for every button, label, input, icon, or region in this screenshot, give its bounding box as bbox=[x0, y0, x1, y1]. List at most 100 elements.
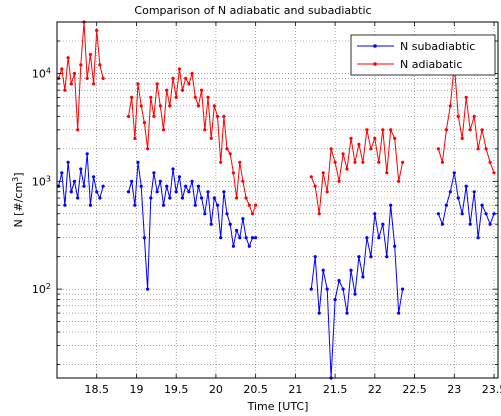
plot-area: 18.5 19 19.5 20 20.5 21 21.5 22 22.5 23 23.5 102 103… bbox=[32, 20, 501, 396]
data-point bbox=[165, 184, 169, 188]
data-point bbox=[200, 88, 204, 92]
data-point bbox=[337, 179, 341, 183]
data-point bbox=[357, 142, 361, 146]
data-point bbox=[180, 196, 185, 200]
data-point bbox=[385, 255, 389, 259]
data-point bbox=[76, 128, 80, 132]
data-point bbox=[476, 147, 480, 151]
data-point bbox=[472, 114, 476, 118]
data-point bbox=[448, 190, 452, 194]
data-point bbox=[349, 136, 353, 140]
data-point bbox=[389, 203, 393, 207]
data-point bbox=[92, 175, 96, 179]
data-point bbox=[377, 160, 381, 164]
data-point bbox=[361, 160, 365, 164]
data-point bbox=[250, 212, 255, 216]
data-point bbox=[317, 311, 321, 315]
data-point bbox=[79, 167, 83, 171]
data-point bbox=[155, 82, 159, 86]
data-point bbox=[168, 196, 172, 200]
data-point bbox=[385, 171, 389, 175]
data-point bbox=[468, 128, 472, 132]
data-point bbox=[361, 275, 365, 279]
data-point bbox=[488, 160, 492, 164]
y-axis-label-sup: 3 bbox=[11, 177, 20, 182]
y-axis-label: N [#/cm3] bbox=[11, 172, 26, 227]
legend-label-subadiabatic: N subadiabtic bbox=[400, 40, 475, 53]
data-point bbox=[95, 28, 99, 33]
data-point bbox=[333, 298, 337, 302]
data-point bbox=[139, 184, 143, 188]
data-point bbox=[69, 190, 73, 194]
y-tick-label: 102 bbox=[32, 282, 51, 297]
x-tick-label: 23.5 bbox=[482, 383, 501, 396]
y-tick-label: 104 bbox=[32, 66, 51, 81]
data-point bbox=[231, 171, 235, 175]
data-point bbox=[452, 171, 456, 175]
data-point bbox=[238, 160, 242, 164]
data-point bbox=[225, 212, 229, 216]
data-point bbox=[63, 88, 67, 92]
data-point bbox=[177, 67, 181, 71]
data-point bbox=[225, 147, 229, 151]
data-point bbox=[101, 184, 105, 188]
data-point bbox=[222, 114, 226, 118]
x-tick-label: 22.5 bbox=[402, 383, 427, 396]
data-point bbox=[72, 71, 77, 76]
data-point bbox=[136, 160, 140, 164]
data-point bbox=[60, 67, 64, 71]
data-point bbox=[161, 128, 166, 132]
data-point bbox=[309, 287, 313, 291]
data-point bbox=[377, 236, 381, 240]
data-point bbox=[476, 236, 480, 240]
data-point bbox=[139, 104, 143, 108]
ticks: 18.5 19 19.5 20 20.5 21 21.5 22 22.5 23 23.5 102 103… bbox=[32, 21, 501, 396]
data-point bbox=[193, 203, 197, 207]
data-point bbox=[480, 128, 484, 132]
data-point bbox=[397, 179, 401, 183]
data-point bbox=[85, 152, 89, 156]
data-point bbox=[184, 76, 188, 80]
data-point bbox=[241, 217, 245, 221]
data-point bbox=[168, 104, 172, 108]
data-point bbox=[369, 255, 373, 259]
legend-marker-adiabatic bbox=[373, 62, 377, 66]
data-point bbox=[488, 222, 492, 226]
data-point bbox=[130, 179, 134, 183]
data-point bbox=[203, 212, 207, 216]
series-0 bbox=[57, 152, 496, 380]
data-point bbox=[196, 104, 200, 108]
data-point bbox=[222, 190, 226, 194]
data-point bbox=[464, 95, 468, 99]
data-point bbox=[401, 160, 405, 164]
data-point bbox=[187, 82, 191, 86]
data-point bbox=[180, 88, 185, 92]
data-point bbox=[171, 167, 175, 171]
data-point bbox=[60, 171, 64, 175]
data-point bbox=[152, 114, 156, 118]
data-point bbox=[309, 175, 313, 179]
x-tick-label: 19 bbox=[129, 383, 143, 396]
data-point bbox=[98, 196, 102, 200]
data-point bbox=[231, 244, 235, 248]
data-point bbox=[440, 222, 444, 226]
legend-box bbox=[350, 34, 496, 76]
data-point bbox=[209, 222, 213, 226]
grid bbox=[57, 21, 498, 378]
data-point bbox=[142, 121, 146, 125]
data-point bbox=[76, 196, 80, 200]
data-point bbox=[146, 287, 150, 291]
data-point bbox=[215, 203, 220, 207]
data-point bbox=[215, 114, 220, 118]
data-point bbox=[228, 152, 232, 156]
data-point bbox=[369, 147, 373, 151]
data-point bbox=[187, 190, 191, 194]
data-point bbox=[321, 171, 325, 175]
data-point bbox=[133, 203, 137, 207]
data-point bbox=[238, 236, 242, 240]
data-point bbox=[190, 71, 194, 76]
data-point bbox=[136, 82, 140, 86]
data-point bbox=[212, 104, 216, 108]
data-point bbox=[212, 196, 216, 200]
